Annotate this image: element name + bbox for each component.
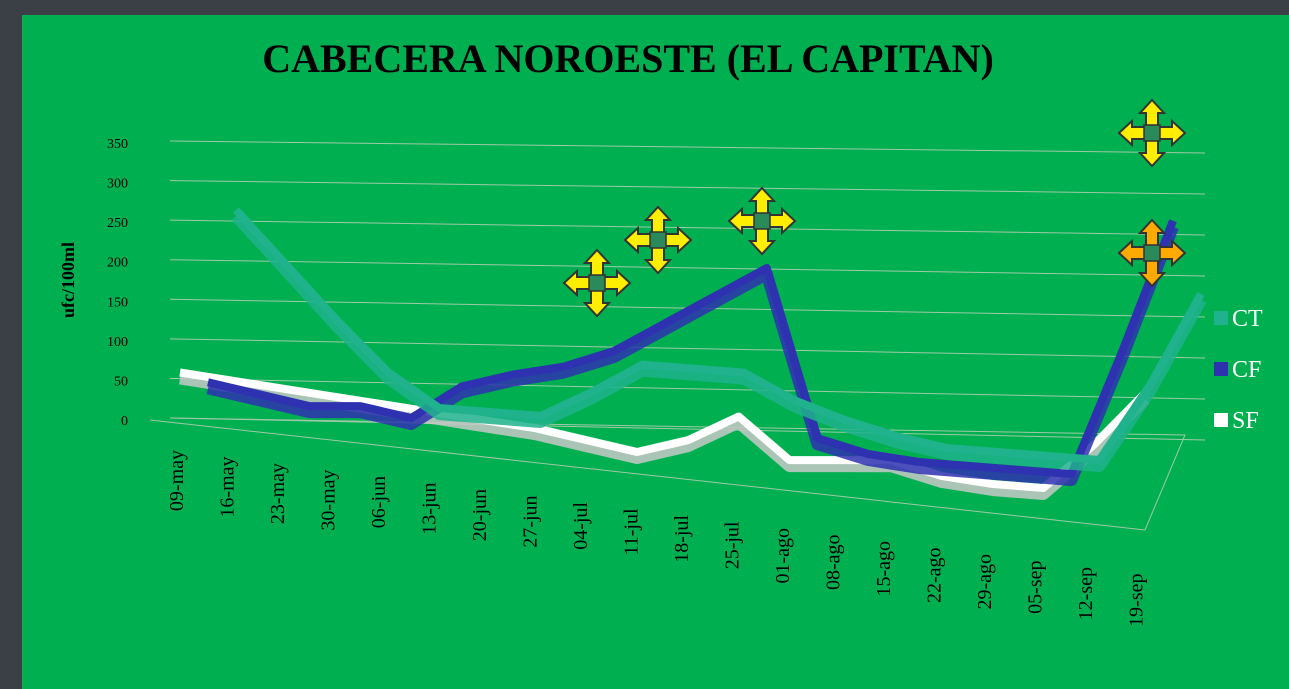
x-tick-label: 27-jun: [520, 496, 542, 548]
x-tick-label: 19-sep: [1126, 574, 1148, 627]
x-tick-label: 05-sep: [1025, 561, 1047, 614]
legend-label: CT: [1232, 306, 1263, 332]
x-tick-label: 23-may: [267, 463, 289, 524]
y-tick-label: 300: [107, 177, 128, 192]
x-tick-label: 25-jul: [722, 521, 744, 569]
x-tick-label: 09-may: [166, 450, 188, 511]
x-tick-label: 22-ago: [924, 548, 946, 604]
legend-swatch: [1214, 311, 1228, 325]
y-tick-label: 200: [107, 256, 128, 271]
x-tick-label: 04-jul: [570, 502, 592, 550]
y-tick-label: 250: [107, 216, 128, 231]
x-tick-label: 06-jun: [368, 476, 390, 528]
legend-swatch: [1214, 413, 1228, 427]
y-tick-label: 0: [121, 414, 128, 429]
x-tick-label: 13-jun: [419, 483, 441, 535]
legend-label: CF: [1232, 357, 1261, 383]
legend-label: SF: [1232, 408, 1259, 434]
y-tick-label: 100: [107, 335, 128, 350]
x-tick-label: 29-ago: [974, 554, 996, 610]
y-tick-label: 50: [114, 374, 128, 389]
y-axis-label: ufc/100ml: [58, 242, 78, 318]
x-tick-label: 11-jul: [621, 508, 643, 555]
chart-title: CABECERA NOROESTE (EL CAPITAN): [262, 36, 994, 81]
chart: CABECERA NOROESTE (EL CAPITAN) ufc/100ml…: [0, 0, 1289, 689]
x-tick-label: 12-sep: [1075, 567, 1097, 620]
y-tick-label: 150: [107, 295, 128, 310]
y-tick-label: 350: [107, 137, 128, 152]
x-tick-label: 16-may: [217, 457, 239, 518]
plot-background: [22, 15, 1289, 689]
x-tick-label: 18-jul: [671, 515, 693, 563]
legend-swatch: [1214, 362, 1228, 376]
x-tick-label: 20-jun: [469, 489, 491, 541]
x-tick-label: 01-ago: [772, 528, 794, 584]
x-tick-label: 30-may: [318, 470, 340, 531]
page: {"chart_data": {"type": "line", "title":…: [0, 0, 1289, 689]
x-tick-label: 15-ago: [873, 541, 895, 597]
x-tick-label: 08-ago: [823, 535, 845, 591]
